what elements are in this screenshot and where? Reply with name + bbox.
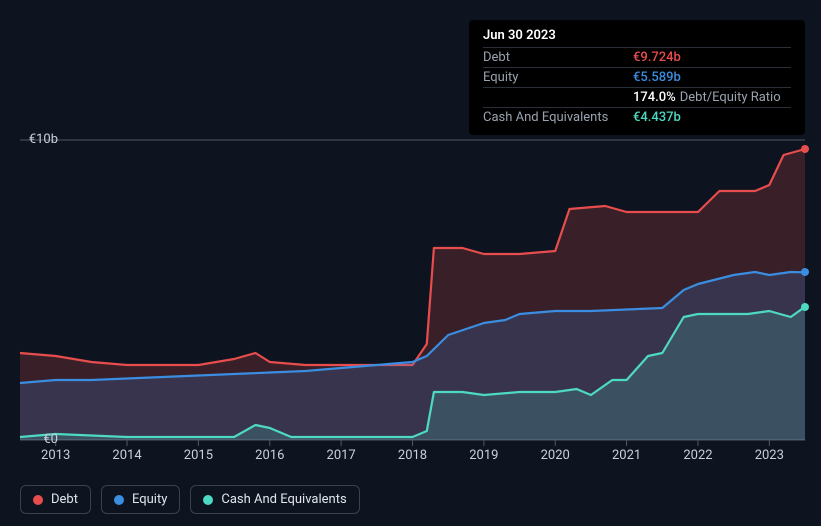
legend-item-cash[interactable]: Cash And Equivalents [190, 485, 359, 514]
x-tick-label: 2016 [255, 448, 284, 463]
series-end-marker [801, 303, 809, 311]
tooltip-label [483, 90, 633, 105]
x-tick-label: 2014 [112, 448, 141, 463]
tooltip-value: €9.724b [633, 50, 681, 65]
y-tick-label: €10b [18, 132, 58, 147]
legend-dot-icon [33, 495, 43, 505]
legend-label: Debt [51, 492, 78, 507]
x-tick-label: 2017 [327, 448, 356, 463]
chart-tooltip: Jun 30 2023 Debt €9.724b Equity €5.589b … [469, 20, 805, 135]
series-end-marker [801, 268, 809, 276]
x-tick-label: 2015 [184, 448, 213, 463]
tooltip-label: Equity [483, 70, 633, 85]
y-tick-label: €0 [18, 432, 58, 447]
chart-container: Jun 30 2023 Debt €9.724b Equity €5.589b … [0, 0, 821, 526]
legend-label: Cash And Equivalents [221, 492, 346, 507]
chart-legend: Debt Equity Cash And Equivalents [20, 485, 360, 514]
tooltip-row-ratio: 174.0% Debt/Equity Ratio [483, 87, 791, 107]
legend-dot-icon [203, 495, 213, 505]
x-tick-label: 2023 [755, 448, 784, 463]
chart-plot[interactable] [20, 140, 805, 440]
ratio-label: Debt/Equity Ratio [680, 90, 781, 105]
x-tick-label: 2021 [612, 448, 641, 463]
tooltip-row-debt: Debt €9.724b [483, 47, 791, 67]
x-tick-label: 2020 [541, 448, 570, 463]
legend-item-equity[interactable]: Equity [101, 485, 180, 514]
x-tick-label: 2019 [469, 448, 498, 463]
tooltip-row-cash: Cash And Equivalents €4.437b [483, 107, 791, 127]
tooltip-title: Jun 30 2023 [483, 28, 791, 47]
x-tick-label: 2022 [683, 448, 712, 463]
x-tick-label: 2013 [41, 448, 70, 463]
legend-item-debt[interactable]: Debt [20, 485, 91, 514]
tooltip-value: €5.589b [633, 70, 681, 85]
ratio-value: 174.0% [633, 90, 676, 105]
tooltip-row-equity: Equity €5.589b [483, 67, 791, 87]
legend-label: Equity [132, 492, 167, 507]
x-tick-label: 2018 [398, 448, 427, 463]
tooltip-label: Debt [483, 50, 633, 65]
legend-dot-icon [114, 495, 124, 505]
tooltip-value: €4.437b [633, 110, 681, 125]
tooltip-label: Cash And Equivalents [483, 110, 633, 125]
series-end-marker [801, 145, 809, 153]
